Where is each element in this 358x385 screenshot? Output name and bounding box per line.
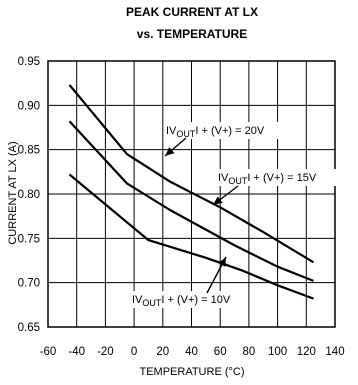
annotation-bg: [216, 169, 336, 186]
y-tick-label: 0.75: [18, 233, 40, 245]
annotation-label: IVOUTI + (V+) = 10V: [132, 294, 231, 308]
x-tick-label: 140: [325, 346, 344, 358]
grid: [47, 60, 336, 328]
y-tick-label: 0.70: [18, 278, 40, 290]
y-tick-label: 0.80: [18, 189, 40, 201]
x-tick-label: 60: [214, 346, 227, 358]
y-axis-label: CURRENT AT LX (A): [7, 141, 19, 244]
annotation-arrowhead: [165, 147, 175, 156]
x-tick-label: 0: [131, 346, 137, 358]
x-tick-label: 100: [268, 346, 287, 358]
plot-frame: [47, 60, 336, 328]
chart-title-line-2: vs. TEMPERATURE: [137, 27, 247, 41]
x-tick-label: -20: [97, 346, 114, 358]
x-tick-label: -40: [68, 346, 85, 358]
annotation-arrowhead: [213, 196, 223, 205]
x-axis-label: TEMPERATURE (°C): [139, 366, 244, 378]
y-tick-label: 0.85: [18, 145, 40, 157]
chart-title-line-1: PEAK CURRENT AT LX: [126, 5, 258, 19]
annotation-label: IVOUTI + (V+) = 20V: [166, 125, 265, 139]
x-tick-label: 80: [243, 346, 256, 358]
annotation-label: IVOUTI + (V+) = 15V: [218, 172, 317, 186]
annotation-arrowhead: [218, 257, 226, 267]
series-line-2: [68, 120, 314, 282]
x-tick-label: -60: [40, 346, 57, 358]
y-tick-label: 0.95: [18, 56, 40, 68]
annotations-group: IVOUTI + (V+) = 20V IVOUTI + (V+) = 15V IV…: [130, 122, 336, 308]
y-tick-label: 0.65: [18, 322, 40, 334]
tick-labels: -60 -40 -20 0 20 40 60 80 100 120 140 0.65 0.70 0.75 0…: [18, 56, 345, 358]
annotation-bg: [130, 291, 248, 308]
x-tick-label: 40: [185, 346, 198, 358]
y-tick-label: 0.90: [18, 100, 40, 112]
series-line-1: [68, 84, 315, 264]
x-tick-label: 20: [156, 346, 169, 358]
annotation-bg: [164, 122, 284, 139]
x-tick-label: 120: [297, 346, 316, 358]
